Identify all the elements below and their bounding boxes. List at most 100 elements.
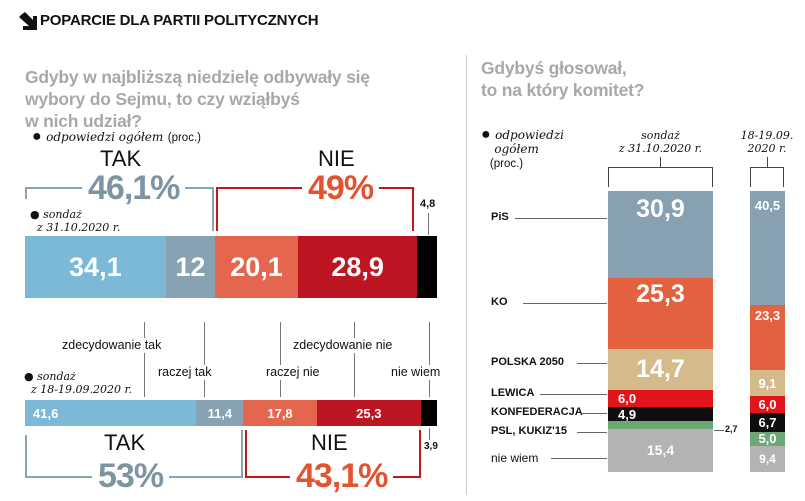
question-line: Gdyby w najbliższą niedzielę odbywały si… xyxy=(25,67,370,87)
right-legend: ● odpowiedzi ogółem (proc.) xyxy=(481,126,564,171)
col-label-line: sondaż xyxy=(641,129,680,142)
leader-line xyxy=(515,218,607,219)
bar-segment-pis: 40,5 xyxy=(750,191,785,305)
psl-value: 2,7 xyxy=(725,424,738,434)
survey-label-bottom: ● sondaż z 18-19.09.2020 r. xyxy=(24,370,133,396)
party-label: LEWICA xyxy=(491,387,535,399)
tak-total: 53% xyxy=(92,459,170,493)
bar-segment-nie-wiem xyxy=(420,400,437,426)
connector xyxy=(428,213,429,235)
survey-line: sondaż xyxy=(37,370,76,383)
legend-unit: (proc.) xyxy=(167,132,201,144)
bar-col1: 30,9 25,3 14,7 6,0 4,9 15,4 xyxy=(608,191,713,472)
question-line: Gdybyś głosował, xyxy=(481,58,627,78)
survey-label-top: ● sondaż z 31.10.2020 r. xyxy=(30,208,121,234)
survey-line: sondaż xyxy=(43,208,82,221)
leader-line xyxy=(540,394,607,395)
bar-segment-konfederacja: 6,7 xyxy=(750,412,785,432)
nie-bracket-left xyxy=(216,187,218,231)
leader-line xyxy=(577,432,607,433)
bar-segment-lewica: 6,0 xyxy=(608,390,713,408)
legend-label: odpowiedzi ogółem xyxy=(46,130,164,144)
nie-total: 49% xyxy=(302,171,380,205)
question-line: w nich udział? xyxy=(25,111,142,131)
col1-label: sondaż z 31.10.2020 r. xyxy=(603,129,718,155)
bar-segment-ko: 25,3 xyxy=(608,277,713,350)
tak-bracket-right xyxy=(241,430,243,478)
connector xyxy=(354,322,355,397)
divider xyxy=(466,55,467,495)
legend-label: ogółem xyxy=(494,142,539,156)
party-label: PiS xyxy=(491,211,509,223)
nie-wiem-value: 3,9 xyxy=(424,441,438,452)
nie-label: NIE xyxy=(318,146,355,171)
col2-bracket xyxy=(750,167,784,187)
page-title: POPARCIE DLA PARTII POLITYCZNYCH xyxy=(40,12,319,29)
connector xyxy=(429,322,430,397)
leader-line xyxy=(523,303,607,304)
left-question: Gdyby w najbliższą niedzielę odbywały si… xyxy=(25,66,370,132)
category-label: raczej tak xyxy=(156,365,214,380)
leader-line xyxy=(581,413,607,414)
right-question: Gdybyś głosował, to na który komitet? xyxy=(481,57,644,101)
bar-col2: 40,5 23,3 9,1 6,0 6,7 5,0 9,4 xyxy=(750,191,785,472)
bar-segment-nie-wiem: 15,4 xyxy=(608,428,713,472)
bar-segment-psl-kukiz-15: 5,0 xyxy=(750,431,785,446)
bar-segment-ko: 23,3 xyxy=(750,304,785,371)
nie-bracket-right xyxy=(419,430,421,478)
survey-line: z 18-19.09.2020 r. xyxy=(31,383,133,396)
col1-bracket xyxy=(608,167,713,187)
bar-segment-polska-2050: 9,1 xyxy=(750,370,785,396)
category-label: raczej nie xyxy=(264,365,322,380)
bar-segment-konfederacja: 4,9 xyxy=(608,407,713,422)
left-legend: ● odpowiedzi ogółem (proc.) xyxy=(32,128,201,145)
connector xyxy=(660,157,661,167)
bar-segment-pis: 30,9 xyxy=(608,191,713,278)
bar-segment-raczej-tak: 12 xyxy=(165,236,216,298)
party-label: POLSKA 2050 xyxy=(491,356,564,368)
bar-bottom-survey: 41,6 11,4 17,8 25,3 xyxy=(25,400,437,426)
tak-label: TAK xyxy=(104,430,146,455)
connector xyxy=(280,322,281,397)
bar-segment-raczej-nie: 20,1 xyxy=(215,236,298,298)
connector xyxy=(144,322,145,397)
party-label: KO xyxy=(491,296,508,308)
legend-unit: (proc.) xyxy=(489,158,524,170)
category-label: nie wiem xyxy=(389,365,443,380)
survey-line: z 31.10.2020 r. xyxy=(37,221,121,234)
category-label: zdecydowanie tak xyxy=(60,338,164,353)
party-label: PSL, KUKIZ'15 xyxy=(491,425,567,437)
bar-segment-zdecydowanie-nie: 28,9 xyxy=(298,236,418,298)
leader-line xyxy=(551,458,607,459)
bar-segment-zdecydowanie-tak: 41,6 xyxy=(25,400,197,426)
bar-segment-raczej-nie: 17,8 xyxy=(243,400,317,426)
tak-total: 46,1% xyxy=(82,171,186,205)
tak-bracket-left xyxy=(25,187,27,199)
col-label-line: 2020 r. xyxy=(747,142,787,155)
col-label-line: 18-19.09. xyxy=(740,129,794,142)
party-label: nie wiem xyxy=(491,451,539,465)
leader-line xyxy=(577,363,607,364)
nie-bracket-left xyxy=(245,430,247,478)
legend-label: odpowiedzi xyxy=(495,128,564,142)
connector xyxy=(767,157,768,167)
connector xyxy=(429,428,430,440)
tak-bracket-right xyxy=(212,187,214,231)
question-line: wybory do Sejmu, to czy wziąłbyś xyxy=(25,89,300,109)
bar-segment-zdecydowanie-nie: 25,3 xyxy=(316,400,421,426)
col-label-line: z 31.10.2020 r. xyxy=(618,142,703,155)
nie-total: 43,1% xyxy=(290,459,394,493)
tak-label: TAK xyxy=(100,146,142,171)
leader-line xyxy=(714,430,724,431)
nie-label: NIE xyxy=(311,430,348,455)
bar-top-survey: 34,1 12 20,1 28,9 xyxy=(25,236,437,298)
bar-segment-psl-kukiz-15 xyxy=(608,421,713,429)
category-label: zdecydowanie nie xyxy=(291,338,395,353)
bar-segment-nie-wiem xyxy=(417,236,437,298)
bar-segment-raczej-tak: 11,4 xyxy=(196,400,244,426)
nie-wiem-value: 4,8 xyxy=(420,198,436,210)
party-label: KONFEDERACJA xyxy=(491,406,583,418)
bar-segment-zdecydowanie-tak: 34,1 xyxy=(25,236,166,298)
col2-label: 18-19.09. 2020 r. xyxy=(737,129,797,155)
connector xyxy=(204,322,205,397)
